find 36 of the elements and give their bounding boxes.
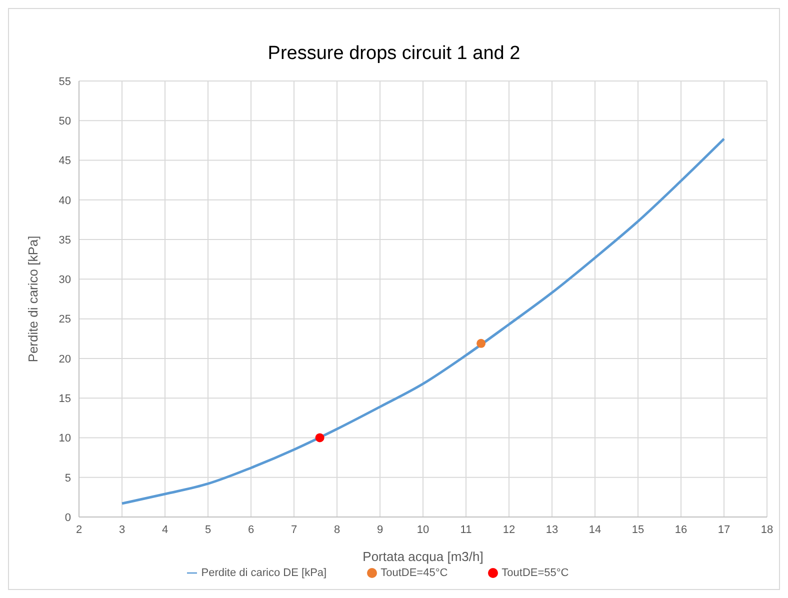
y-tick-label: 35 — [58, 234, 71, 246]
x-tick-label: 10 — [416, 524, 430, 536]
x-tick-label: 5 — [204, 524, 212, 536]
y-tick-label: 5 — [64, 472, 71, 484]
y-axis-title: Perdite di carico [kPa] — [26, 236, 41, 362]
x-tick-label: 18 — [760, 524, 774, 536]
legend-label: ToutDE=45°C — [380, 567, 448, 579]
y-tick-label: 50 — [58, 116, 71, 128]
x-tick-label: 14 — [588, 524, 602, 536]
x-axis-title: Portata acqua [m3/h] — [362, 549, 484, 564]
x-tick-label: 16 — [674, 524, 688, 536]
x-tick-label: 3 — [118, 524, 126, 536]
x-tick-label: 13 — [546, 524, 558, 536]
legend-label: ToutDE=55°C — [502, 567, 569, 579]
y-tick-label: 45 — [58, 155, 71, 168]
x-tick-label: 11 — [460, 524, 472, 536]
x-tick-label: 15 — [632, 524, 644, 536]
x-tick-label: 12 — [502, 524, 516, 536]
x-tick-label: 9 — [376, 524, 384, 536]
x-tick-label: 7 — [290, 524, 298, 536]
x-tick-label: 17 — [718, 524, 730, 536]
legend-label: Perdite di carico DE [kPa] — [201, 567, 327, 579]
line-series — [120, 138, 726, 505]
y-tick-label: 25 — [58, 314, 71, 326]
y-tick-label: 0 — [64, 512, 71, 524]
x-tick-label: 8 — [334, 524, 340, 536]
chart-title: Pressure drops circuit 1 and 2 — [266, 43, 522, 65]
y-tick-label: 15 — [58, 392, 71, 405]
y-tick-label: 55 — [58, 76, 71, 88]
y-tick-label: 30 — [58, 274, 71, 286]
x-tick-label: 6 — [248, 524, 254, 536]
y-tick-label: 10 — [58, 432, 71, 445]
y-tick-label: 40 — [58, 194, 71, 207]
y-tick-label: 20 — [58, 353, 71, 366]
x-tick-label: 4 — [162, 524, 168, 536]
x-tick-label: 2 — [76, 524, 82, 536]
